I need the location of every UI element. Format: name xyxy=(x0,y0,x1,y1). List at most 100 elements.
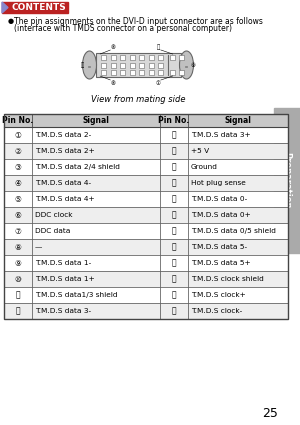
Bar xyxy=(188,175,288,191)
Bar xyxy=(4,223,32,239)
Bar xyxy=(158,62,163,68)
Bar xyxy=(188,303,288,319)
Bar xyxy=(158,70,163,75)
Text: ⑴: ⑴ xyxy=(172,258,176,267)
Text: ③: ③ xyxy=(15,162,21,172)
Bar xyxy=(32,239,160,255)
Bar xyxy=(110,62,116,68)
Text: T.M.D.S data 1-: T.M.D.S data 1- xyxy=(35,260,91,266)
Text: ⑧: ⑧ xyxy=(15,243,21,252)
Text: ⑮: ⑮ xyxy=(172,162,176,172)
Text: 25: 25 xyxy=(262,407,278,420)
Bar xyxy=(130,55,134,60)
Text: T.M.D.S data 0+: T.M.D.S data 0+ xyxy=(191,212,251,218)
Bar xyxy=(32,223,160,239)
Bar xyxy=(4,159,32,175)
Text: DDC data: DDC data xyxy=(35,228,70,234)
Bar xyxy=(110,55,116,60)
Bar xyxy=(160,239,188,255)
Bar xyxy=(4,207,32,223)
Bar xyxy=(188,159,288,175)
Text: T.M.D.S data 4+: T.M.D.S data 4+ xyxy=(35,196,94,202)
Bar xyxy=(32,175,160,191)
Text: ⑩: ⑩ xyxy=(15,275,21,283)
Text: CONTENTS: CONTENTS xyxy=(11,3,66,12)
Text: Signal: Signal xyxy=(225,116,251,125)
Text: Signal: Signal xyxy=(82,116,109,125)
Bar xyxy=(4,143,32,159)
Bar xyxy=(101,70,106,75)
Text: ⑵: ⑵ xyxy=(172,275,176,283)
Text: ⑯: ⑯ xyxy=(172,178,176,187)
Text: ⑱: ⑱ xyxy=(172,210,176,219)
Bar xyxy=(160,255,188,271)
Ellipse shape xyxy=(179,51,194,79)
Bar xyxy=(188,239,288,255)
Text: T.M.D.S data 4-: T.M.D.S data 4- xyxy=(35,180,91,186)
Bar xyxy=(4,255,32,271)
Text: T.M.D.S data 3+: T.M.D.S data 3+ xyxy=(191,132,250,138)
Text: +5 V: +5 V xyxy=(191,148,209,154)
Bar xyxy=(160,271,188,287)
Text: ⑪: ⑪ xyxy=(16,291,20,300)
Bar xyxy=(32,114,160,127)
Text: ●: ● xyxy=(8,18,14,24)
Text: ⑶: ⑶ xyxy=(172,291,176,300)
Text: T.M.D.S data 1+: T.M.D.S data 1+ xyxy=(35,276,95,282)
Text: The pin assignments on the DVI-D input connector are as follows: The pin assignments on the DVI-D input c… xyxy=(14,17,263,26)
Text: View from mating side: View from mating side xyxy=(91,95,185,104)
Text: T.M.D.S data 5+: T.M.D.S data 5+ xyxy=(191,260,250,266)
Bar xyxy=(4,127,32,143)
Text: Ground: Ground xyxy=(191,164,218,170)
Text: T.M.D.S clock shield: T.M.D.S clock shield xyxy=(191,276,264,282)
Bar xyxy=(188,127,288,143)
Bar xyxy=(160,114,188,127)
Bar xyxy=(179,70,184,75)
Bar xyxy=(274,108,300,253)
Bar xyxy=(158,55,163,60)
Bar xyxy=(32,191,160,207)
Bar xyxy=(188,191,288,207)
Bar xyxy=(160,143,188,159)
Text: ①: ① xyxy=(15,130,21,139)
Bar xyxy=(160,287,188,303)
Bar xyxy=(4,239,32,255)
Text: ②: ② xyxy=(15,147,21,156)
Bar xyxy=(4,303,32,319)
Text: ①: ① xyxy=(156,80,161,85)
Bar xyxy=(120,62,125,68)
Text: Hot plug sense: Hot plug sense xyxy=(191,180,246,186)
Bar xyxy=(32,287,160,303)
Text: ⑰: ⑰ xyxy=(172,195,176,204)
Text: Preparation: Preparation xyxy=(283,152,292,209)
Bar xyxy=(4,271,32,287)
Bar xyxy=(169,55,175,60)
Bar xyxy=(95,53,181,77)
Bar xyxy=(188,143,288,159)
Bar xyxy=(4,114,288,319)
Text: ⑨: ⑨ xyxy=(15,258,21,267)
Bar xyxy=(148,55,154,60)
Text: T.M.D.S data 3-: T.M.D.S data 3- xyxy=(35,308,91,314)
Bar xyxy=(130,70,134,75)
Bar xyxy=(160,191,188,207)
Text: T.M.D.S data1/3 shield: T.M.D.S data1/3 shield xyxy=(35,292,118,298)
Text: T.M.D.S data 2+: T.M.D.S data 2+ xyxy=(35,148,95,154)
Text: ⑫: ⑫ xyxy=(16,306,20,315)
Text: T.M.D.S data 0-: T.M.D.S data 0- xyxy=(191,196,247,202)
Text: ⑧: ⑧ xyxy=(111,45,116,49)
Text: T.M.D.S data 2/4 shield: T.M.D.S data 2/4 shield xyxy=(35,164,120,170)
Bar xyxy=(160,127,188,143)
Text: ⑦: ⑦ xyxy=(15,227,21,235)
Bar xyxy=(148,70,154,75)
Text: DDC clock: DDC clock xyxy=(35,212,73,218)
Bar xyxy=(32,255,160,271)
Text: (interface with TMDS connector on a personal computer): (interface with TMDS connector on a pers… xyxy=(14,24,232,33)
Text: Pin No.: Pin No. xyxy=(158,116,190,125)
Bar xyxy=(4,114,32,127)
Text: ⑭: ⑭ xyxy=(172,147,176,156)
Bar xyxy=(32,127,160,143)
Bar xyxy=(160,303,188,319)
Text: Pin No.: Pin No. xyxy=(2,116,34,125)
Bar xyxy=(120,70,125,75)
